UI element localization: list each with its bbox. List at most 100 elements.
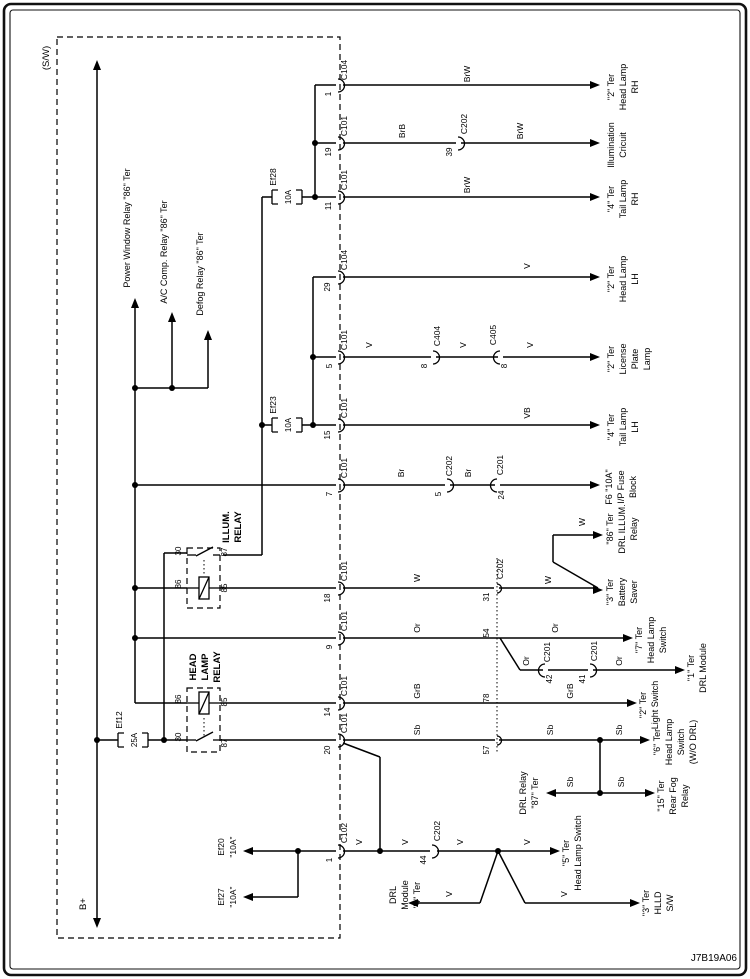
connector-label: C101: [339, 561, 349, 582]
row-drl-illum-relay: W "86" Ter DRL ILLUM. Relay: [552, 504, 639, 589]
arrow-right-icon: [630, 899, 640, 907]
row-illumination: 19 C101 BrB 39 C202 BrW Illumination Cri…: [315, 114, 628, 168]
row-drl-module-1: Or 42 C201 41 C201 Or "1" Ter DRL Module: [499, 637, 708, 693]
destination-line: Switch: [658, 627, 668, 654]
wire-color-label: Or: [614, 656, 624, 666]
destination-line: RH: [630, 193, 640, 206]
pin-label: 7: [325, 491, 334, 496]
destination-line: Light Switch: [650, 681, 660, 730]
connector-label: C201: [589, 641, 599, 662]
connector-label: C404: [432, 326, 442, 347]
destination-line: Switch: [676, 729, 686, 756]
destination-line: Rear Fog: [668, 777, 678, 815]
destination-line: F6 "10A": [604, 469, 614, 504]
destination-line: Relay: [680, 784, 690, 808]
arrow-right-icon: [590, 139, 600, 147]
destination-line: Head Lamp: [646, 617, 656, 664]
destination-line: "2" Ter: [606, 346, 616, 372]
arrow-up-icon: [93, 60, 101, 70]
wire-color-label: V: [525, 342, 535, 348]
connector-label: C201: [495, 455, 505, 476]
connector-icon: [489, 478, 498, 493]
destination-line: LH: [630, 273, 640, 285]
ef23-fuse: Ef23 10A: [268, 396, 303, 433]
sw-box-label: (S/W): [41, 46, 52, 70]
destination-line: Head Lamp: [618, 256, 628, 303]
destination-line: Cricuit: [618, 132, 628, 158]
wire-color-label: W: [412, 574, 422, 582]
row-bottom-feed: Ef20 "10A" Ef27 "10A" 1 C102 V V 44 C202…: [216, 742, 583, 908]
relay-pin-label: 86: [174, 694, 183, 703]
wire-color-label: Or: [412, 623, 422, 633]
bus-bplus-label: B+: [78, 898, 89, 910]
wire-color-label: Br: [463, 469, 473, 478]
fuse-rating: "10A": [228, 836, 238, 857]
arrow-right-icon: [590, 273, 600, 281]
arrow-down-icon: [93, 918, 101, 928]
arrow-right-icon: [640, 736, 650, 744]
wire-color-label: BrW: [462, 66, 472, 83]
wire-color-label: V: [400, 839, 410, 845]
feed-arrow-label: Power Window Relay "86" Ter: [122, 168, 132, 287]
destination-line: Battery: [617, 577, 627, 606]
arrow-left-icon: [408, 899, 418, 907]
destination-line: Saver: [629, 580, 639, 604]
destination-line: HLLD: [653, 891, 663, 915]
destination-line: "86" Ter: [605, 513, 615, 544]
junction-dots: [94, 140, 603, 854]
splice-pin-label: 24: [497, 490, 506, 499]
wire-color-label: BrW: [515, 123, 525, 140]
arrow-right-icon: [675, 666, 685, 674]
destination-line: Tail Lamp: [618, 180, 628, 219]
fuse-rating: 25A: [130, 732, 139, 747]
row-head-lamp-lh: 29 C104 V "2" Ter Head Lamp LH: [313, 250, 640, 303]
head-lamp-relay-name: LAMP: [200, 653, 211, 681]
destination-line: Illumination: [606, 122, 616, 168]
wire-color-label: GrB: [412, 683, 422, 698]
connector-label: C405: [488, 325, 498, 346]
fuse-name: Ef12: [114, 711, 124, 729]
destination-line: DRL Module: [698, 643, 708, 693]
destination-line: "4" Ter: [606, 414, 616, 440]
destination-line: DRL ILLUM.: [617, 504, 627, 553]
wire-color-label: Sb: [545, 725, 555, 736]
destination-line: RH: [630, 81, 640, 94]
arrow-right-icon: [593, 586, 603, 594]
arrow-left-icon: [546, 789, 556, 797]
fuse-rating: 10A: [284, 417, 293, 432]
destination-line: Plate: [630, 349, 640, 370]
connector-label: C101: [339, 676, 349, 697]
destination-line: "6" Ter: [652, 729, 662, 755]
row-light-switch: 14 C101 GrB 78 GrB "2" Ter Light Switch: [220, 676, 660, 730]
splice-pin-label: 44: [419, 855, 428, 864]
destination-line: Relay: [629, 517, 639, 541]
relay-pin-label: 87: [220, 738, 229, 747]
destination-line: "3" Ter: [641, 890, 651, 916]
illum-relay-name: RELAY: [233, 511, 244, 543]
arrow-right-icon: [593, 531, 603, 539]
splice-pin-label: 54: [482, 628, 491, 637]
wire-color-label: Sb: [565, 777, 575, 788]
pin-label: 5: [325, 363, 334, 368]
wire-color-label: V: [354, 839, 364, 845]
splice-pin-label: 78: [482, 693, 491, 702]
row-head-lamp-switch-7: 9 C101 Or 54 Or "7" Ter Head Lamp Switch: [135, 611, 668, 664]
destination-line: "4" Ter: [606, 186, 616, 212]
wire-color-label: Sb: [614, 725, 624, 736]
arrow-right-icon: [590, 193, 600, 201]
wire-color-label: GrB: [565, 683, 575, 698]
arrow-right-icon: [590, 81, 600, 89]
sw-box: (S/W): [41, 36, 341, 939]
row-drl-rear-fog: Sb DRL Relay "87" Ter Sb "15" Ter Rear F…: [518, 740, 690, 815]
ef28-fuse: Ef28 10A: [268, 168, 303, 205]
relay-pin-label: 85: [220, 697, 229, 706]
arrow-up-icon: [131, 298, 139, 308]
drawing-code: J7B19A06: [691, 953, 738, 964]
wire-color-label: V: [522, 263, 532, 269]
splice-pin-label: 39: [445, 147, 454, 156]
connector-label: C101: [339, 458, 349, 479]
connector-label: C104: [339, 250, 349, 271]
destination-line: (W/O DRL): [688, 720, 698, 765]
pin-label: 19: [324, 147, 333, 156]
connector-label: C101: [339, 170, 349, 191]
